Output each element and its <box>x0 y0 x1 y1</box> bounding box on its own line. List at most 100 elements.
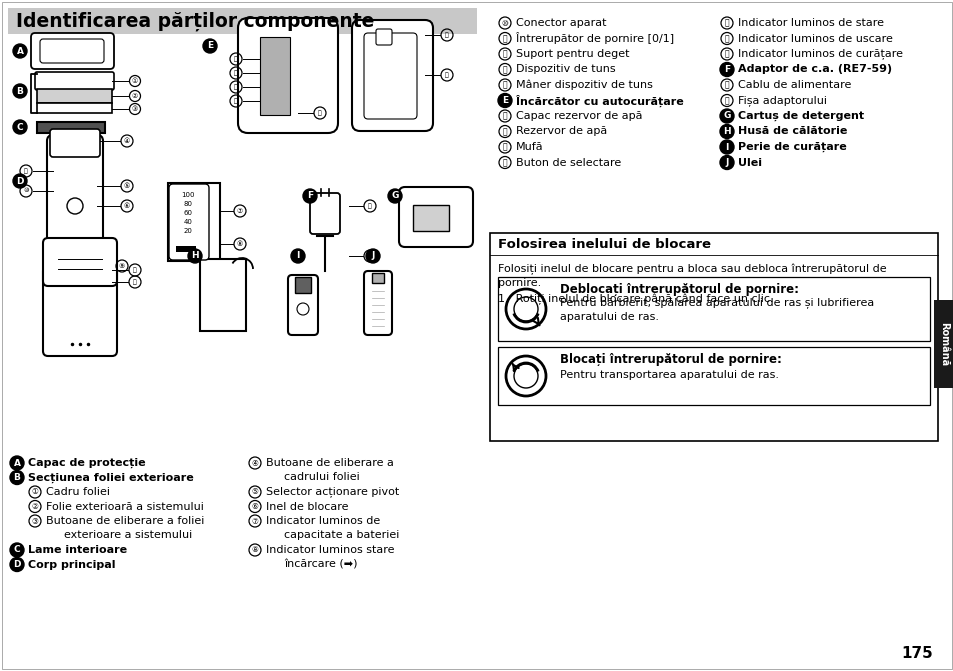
Text: Mufă: Mufă <box>516 142 543 152</box>
Circle shape <box>10 558 24 572</box>
Text: Indicator luminos stare: Indicator luminos stare <box>266 545 395 555</box>
Text: Pentru bărbierit, spălarea aparatului de ras și lubrifierea: Pentru bărbierit, spălarea aparatului de… <box>559 297 873 309</box>
Text: ⑦: ⑦ <box>252 517 258 525</box>
Circle shape <box>203 39 216 53</box>
Text: Folosiți inelul de blocare pentru a bloca sau debloca întrerupătorul de: Folosiți inelul de blocare pentru a bloc… <box>497 263 885 274</box>
Text: D: D <box>16 176 24 185</box>
Circle shape <box>13 44 27 58</box>
Text: Capac de protecție: Capac de protecție <box>28 458 146 468</box>
Text: Întrerupător de pornire [0/1]: Întrerupător de pornire [0/1] <box>516 32 674 44</box>
Text: B: B <box>16 87 24 95</box>
Text: J: J <box>724 158 728 167</box>
Circle shape <box>188 249 202 263</box>
Text: ③: ③ <box>31 517 38 525</box>
Circle shape <box>10 456 24 470</box>
Text: Adaptor de c.a. (RE7-59): Adaptor de c.a. (RE7-59) <box>738 64 891 74</box>
Text: pornire.: pornire. <box>497 278 540 288</box>
Text: G: G <box>391 191 398 201</box>
FancyBboxPatch shape <box>398 187 473 247</box>
Text: Încărcător cu autocurățare: Încărcător cu autocurățare <box>516 95 683 107</box>
Text: Cadru foliei: Cadru foliei <box>46 487 110 497</box>
Text: B: B <box>13 473 20 482</box>
Text: ⑰: ⑰ <box>233 98 237 104</box>
Text: Mâner dispozitiv de tuns: Mâner dispozitiv de tuns <box>516 80 652 91</box>
Text: ④: ④ <box>124 138 130 144</box>
Bar <box>372 273 384 283</box>
Bar <box>413 205 449 231</box>
Text: Perie de curățare: Perie de curățare <box>738 142 846 152</box>
Text: I: I <box>724 142 728 152</box>
Text: Pentru transportarea aparatului de ras.: Pentru transportarea aparatului de ras. <box>559 370 779 380</box>
Text: D: D <box>13 560 21 569</box>
Text: ①: ① <box>31 488 38 497</box>
Circle shape <box>13 120 27 134</box>
Text: Cartuș de detergent: Cartuș de detergent <box>738 111 863 121</box>
Text: Ulei: Ulei <box>738 158 761 168</box>
Text: Buton de selectare: Buton de selectare <box>516 158 620 168</box>
FancyBboxPatch shape <box>237 18 337 133</box>
FancyBboxPatch shape <box>50 129 100 157</box>
FancyBboxPatch shape <box>40 39 104 63</box>
Text: Lame interioare: Lame interioare <box>28 545 127 555</box>
Text: ㉒: ㉒ <box>368 253 372 259</box>
Circle shape <box>720 109 733 123</box>
Text: ①: ① <box>132 78 138 84</box>
Text: ②: ② <box>31 502 38 511</box>
Text: Folosirea inelului de blocare: Folosirea inelului de blocare <box>497 238 710 252</box>
FancyBboxPatch shape <box>30 33 113 69</box>
Text: Selector acționare pivot: Selector acționare pivot <box>266 486 399 497</box>
Text: ⑭: ⑭ <box>502 81 507 89</box>
Text: Conector aparat: Conector aparat <box>516 18 606 28</box>
Text: 40: 40 <box>183 219 193 225</box>
FancyBboxPatch shape <box>364 33 416 119</box>
Text: încărcare (➡): încărcare (➡) <box>284 560 357 570</box>
Text: C: C <box>16 123 23 132</box>
Text: ⑮: ⑮ <box>445 72 449 78</box>
Text: F: F <box>307 191 313 201</box>
Text: Husă de călătorie: Husă de călătorie <box>738 127 846 136</box>
Bar <box>490 233 937 441</box>
Text: 175: 175 <box>901 646 932 660</box>
Text: Capac rezervor de apă: Capac rezervor de apă <box>516 111 641 121</box>
Bar <box>37 122 105 133</box>
Bar <box>200 259 246 331</box>
Circle shape <box>10 470 24 484</box>
Circle shape <box>303 189 316 203</box>
Text: F: F <box>723 65 729 74</box>
Text: capacitate a bateriei: capacitate a bateriei <box>284 531 399 541</box>
Text: Fișa adaptorului: Fișa adaptorului <box>738 95 826 106</box>
Text: ③: ③ <box>132 106 138 112</box>
Text: ㉑: ㉑ <box>368 203 372 209</box>
Text: A: A <box>16 46 24 56</box>
Text: ⑳: ⑳ <box>233 56 237 62</box>
Text: Română: Română <box>938 322 948 366</box>
Text: cadrului foliei: cadrului foliei <box>284 472 359 482</box>
Text: ⑫: ⑫ <box>133 267 136 273</box>
Text: Suport pentru deget: Suport pentru deget <box>516 49 629 59</box>
Text: H: H <box>191 252 198 260</box>
Circle shape <box>366 249 379 263</box>
Text: ⑩: ⑩ <box>23 189 29 193</box>
Text: ⑦: ⑦ <box>236 208 243 214</box>
Circle shape <box>720 140 733 154</box>
Text: ㉑: ㉑ <box>724 81 728 89</box>
Text: exterioare a sistemului: exterioare a sistemului <box>64 531 193 541</box>
FancyBboxPatch shape <box>169 184 209 260</box>
FancyBboxPatch shape <box>364 271 392 335</box>
Text: ④: ④ <box>252 458 258 468</box>
Bar <box>294 277 311 293</box>
Circle shape <box>720 156 733 170</box>
FancyBboxPatch shape <box>375 29 392 45</box>
Text: ⑧: ⑧ <box>236 241 243 247</box>
Circle shape <box>720 62 733 76</box>
Text: Indicator luminos de uscare: Indicator luminos de uscare <box>738 34 892 44</box>
FancyBboxPatch shape <box>43 238 117 286</box>
Text: Folie exterioară a sistemului: Folie exterioară a sistemului <box>46 501 204 511</box>
FancyBboxPatch shape <box>310 193 339 234</box>
Text: ⑪: ⑪ <box>24 168 28 174</box>
Text: ⑪: ⑪ <box>502 34 507 43</box>
Text: ⑲: ⑲ <box>724 19 728 28</box>
Text: ⑤: ⑤ <box>252 488 258 497</box>
Text: Secțiunea foliei exterioare: Secțiunea foliei exterioare <box>28 472 193 482</box>
Bar <box>933 300 953 388</box>
